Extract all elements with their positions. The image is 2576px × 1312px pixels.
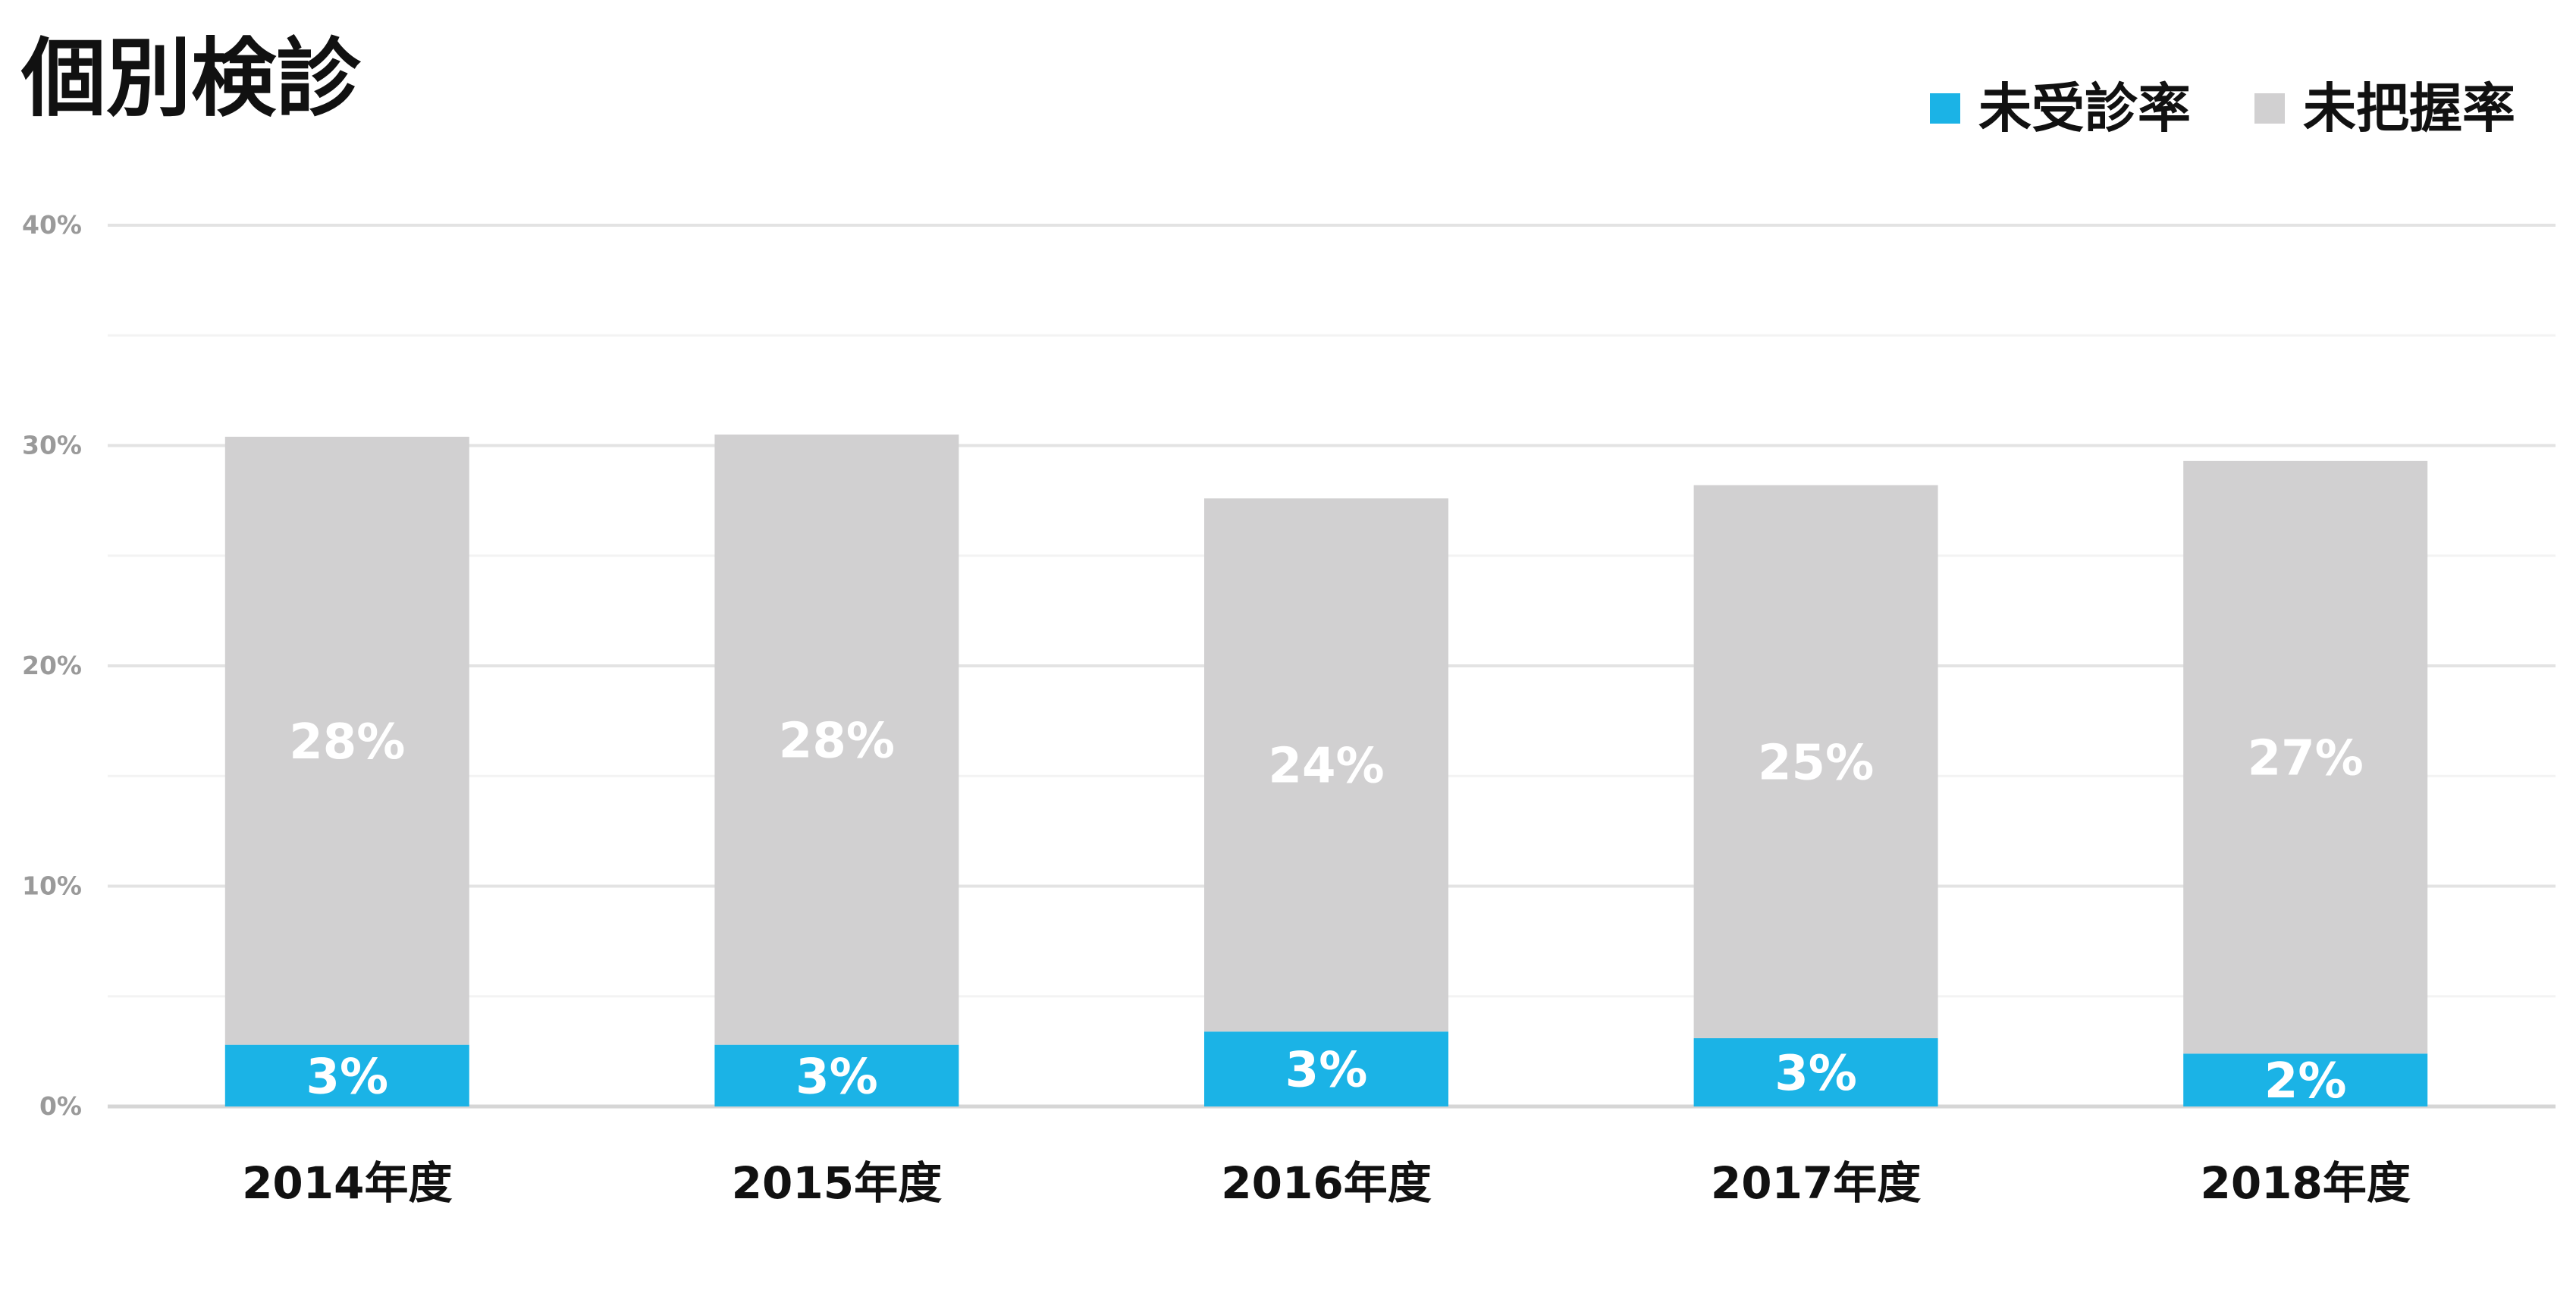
data-label: 3% — [1774, 1046, 1857, 1102]
legend-item-unexamined: 未受診率 — [1930, 82, 2191, 135]
data-label: 24% — [1268, 739, 1384, 795]
bar-segment-unexamined — [1693, 1037, 1938, 1106]
bar-segment-unexamined — [224, 1044, 469, 1106]
data-label: 25% — [1758, 735, 1874, 791]
legend-label-unexamined: 未受診率 — [1978, 77, 2191, 140]
y-tick-label: 0% — [39, 1091, 82, 1121]
y-tick-label: 20% — [22, 651, 82, 680]
y-tick-label: 40% — [22, 210, 82, 240]
data-label: 3% — [1285, 1043, 1368, 1099]
bar-segment-unexamined — [2183, 1053, 2428, 1106]
y-tick-label: 30% — [22, 431, 82, 460]
y-tick-label: 10% — [22, 871, 82, 901]
legend-swatch-unexamined — [1930, 93, 1960, 124]
bar-segment-unexamined — [1204, 1031, 1448, 1106]
data-label: 28% — [289, 714, 405, 771]
legend-swatch-unknown — [2254, 93, 2285, 124]
legend-item-unknown: 未把握率 — [2254, 82, 2515, 135]
legend-label-unknown: 未把握率 — [2303, 77, 2515, 140]
bar-segment-unknown — [1693, 485, 1938, 1038]
bar-segment-unknown — [224, 436, 469, 1045]
bar-segment-unexamined — [714, 1044, 959, 1106]
data-label: 3% — [306, 1049, 388, 1105]
data-label: 28% — [779, 713, 895, 769]
data-label: 2% — [2264, 1053, 2347, 1110]
x-category-label: 2018年度 — [2200, 1157, 2410, 1209]
x-category-label: 2017年度 — [1711, 1157, 1921, 1209]
x-category-label: 2014年度 — [242, 1157, 452, 1209]
data-label: 27% — [2248, 731, 2364, 787]
bar-segment-unknown — [1204, 498, 1448, 1032]
bar-segment-unknown — [714, 434, 959, 1045]
x-category-label: 2016年度 — [1221, 1157, 1431, 1209]
data-label: 3% — [795, 1049, 878, 1105]
bar-segment-unknown — [2183, 460, 2428, 1054]
x-category-label: 2015年度 — [732, 1157, 942, 1209]
chart-title: 個別検診 — [21, 30, 361, 128]
legend: 未受診率 未把握率 — [1930, 82, 2515, 135]
